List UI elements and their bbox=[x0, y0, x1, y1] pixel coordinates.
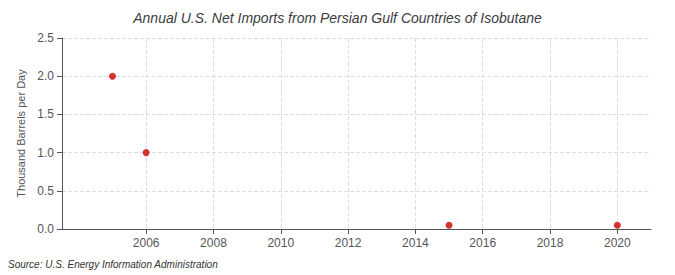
svg-text:1.0: 1.0 bbox=[37, 146, 54, 160]
svg-text:2.5: 2.5 bbox=[37, 31, 54, 45]
svg-text:2016: 2016 bbox=[469, 236, 496, 250]
svg-text:Source: U.S. Energy Informatio: Source: U.S. Energy Information Administ… bbox=[8, 259, 218, 270]
svg-text:Annual U.S. Net Imports from P: Annual U.S. Net Imports from Persian Gul… bbox=[132, 10, 542, 26]
svg-text:2012: 2012 bbox=[335, 236, 362, 250]
svg-text:2018: 2018 bbox=[537, 236, 564, 250]
svg-text:2014: 2014 bbox=[402, 236, 429, 250]
svg-text:0.5: 0.5 bbox=[37, 184, 54, 198]
svg-text:2006: 2006 bbox=[133, 236, 160, 250]
svg-text:2.0: 2.0 bbox=[37, 69, 54, 83]
svg-text:2008: 2008 bbox=[200, 236, 227, 250]
svg-text:0.0: 0.0 bbox=[37, 222, 54, 236]
svg-text:2010: 2010 bbox=[267, 236, 294, 250]
svg-text:1.5: 1.5 bbox=[37, 107, 54, 121]
svg-text:2020: 2020 bbox=[604, 236, 631, 250]
svg-text:Thousand Barrels per Day: Thousand Barrels per Day bbox=[15, 69, 27, 198]
